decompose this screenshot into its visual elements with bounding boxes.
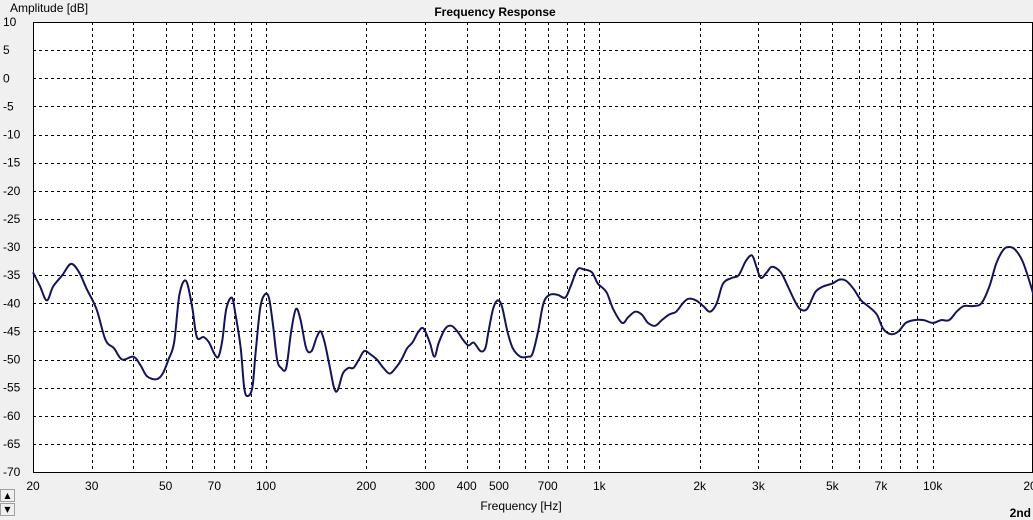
corner-label: 2nd	[1009, 506, 1031, 520]
x-axis-label: Frequency [Hz]	[480, 499, 561, 513]
grid-lines	[33, 22, 1033, 473]
x-tick-label: 30	[85, 479, 99, 493]
y-tick-label: 0	[3, 71, 10, 85]
y-tick-label: -10	[3, 128, 21, 142]
y-tick-label: 5	[3, 43, 10, 57]
y-tick-label: -20	[3, 184, 21, 198]
y-tick-label: 10	[3, 15, 17, 29]
scroll-up-button[interactable]: ▲	[0, 489, 15, 502]
x-tick-label: 500	[489, 479, 509, 493]
x-tick-label: 20	[26, 479, 40, 493]
y-tick-label: -25	[3, 212, 21, 226]
x-tick-label: 7k	[875, 479, 889, 493]
chart-title: Frequency Response	[434, 5, 556, 19]
y-tick-label: -65	[3, 437, 21, 451]
y-tick-label: -55	[3, 381, 21, 395]
x-tick-labels: 20 30 50 70 100 200 300 400 500 700 1k 2k 3k 5k 7k 10k 2…	[26, 479, 1033, 493]
y-tick-label: -30	[3, 240, 21, 254]
x-tick-label: 200	[356, 479, 376, 493]
x-tick-label: 10k	[923, 479, 943, 493]
y-tick-label: -15	[3, 156, 21, 170]
x-tick-label: 20k	[1023, 479, 1033, 493]
y-axis-label: Amplitude [dB]	[10, 1, 88, 15]
y-tick-label: -5	[3, 99, 14, 113]
x-tick-label: 50	[159, 479, 173, 493]
y-tick-labels: 10 5 0 -5 -10 -15 -20 -25 -30 -35 -40 -45 -50 -55 -60 -…	[3, 15, 21, 479]
x-tick-label: 1k	[593, 479, 607, 493]
y-tick-label: -40	[3, 296, 21, 310]
y-tick-label: -45	[3, 324, 21, 338]
x-tick-label: 300	[415, 479, 435, 493]
y-tick-label: -70	[3, 465, 21, 479]
x-tick-label: 2k	[693, 479, 707, 493]
x-tick-label: 3k	[752, 479, 766, 493]
x-tick-label: 100	[256, 479, 276, 493]
x-tick-label: 400	[457, 479, 477, 493]
y-tick-label: -50	[3, 353, 21, 367]
y-tick-label: -60	[3, 409, 21, 423]
frequency-response-curve	[32, 246, 1033, 398]
y-tick-label: -35	[3, 268, 21, 282]
x-tick-label: 700	[538, 479, 558, 493]
x-tick-label: 5k	[826, 479, 840, 493]
scroll-down-button[interactable]: ▼	[0, 503, 15, 516]
x-tick-label: 70	[208, 479, 222, 493]
